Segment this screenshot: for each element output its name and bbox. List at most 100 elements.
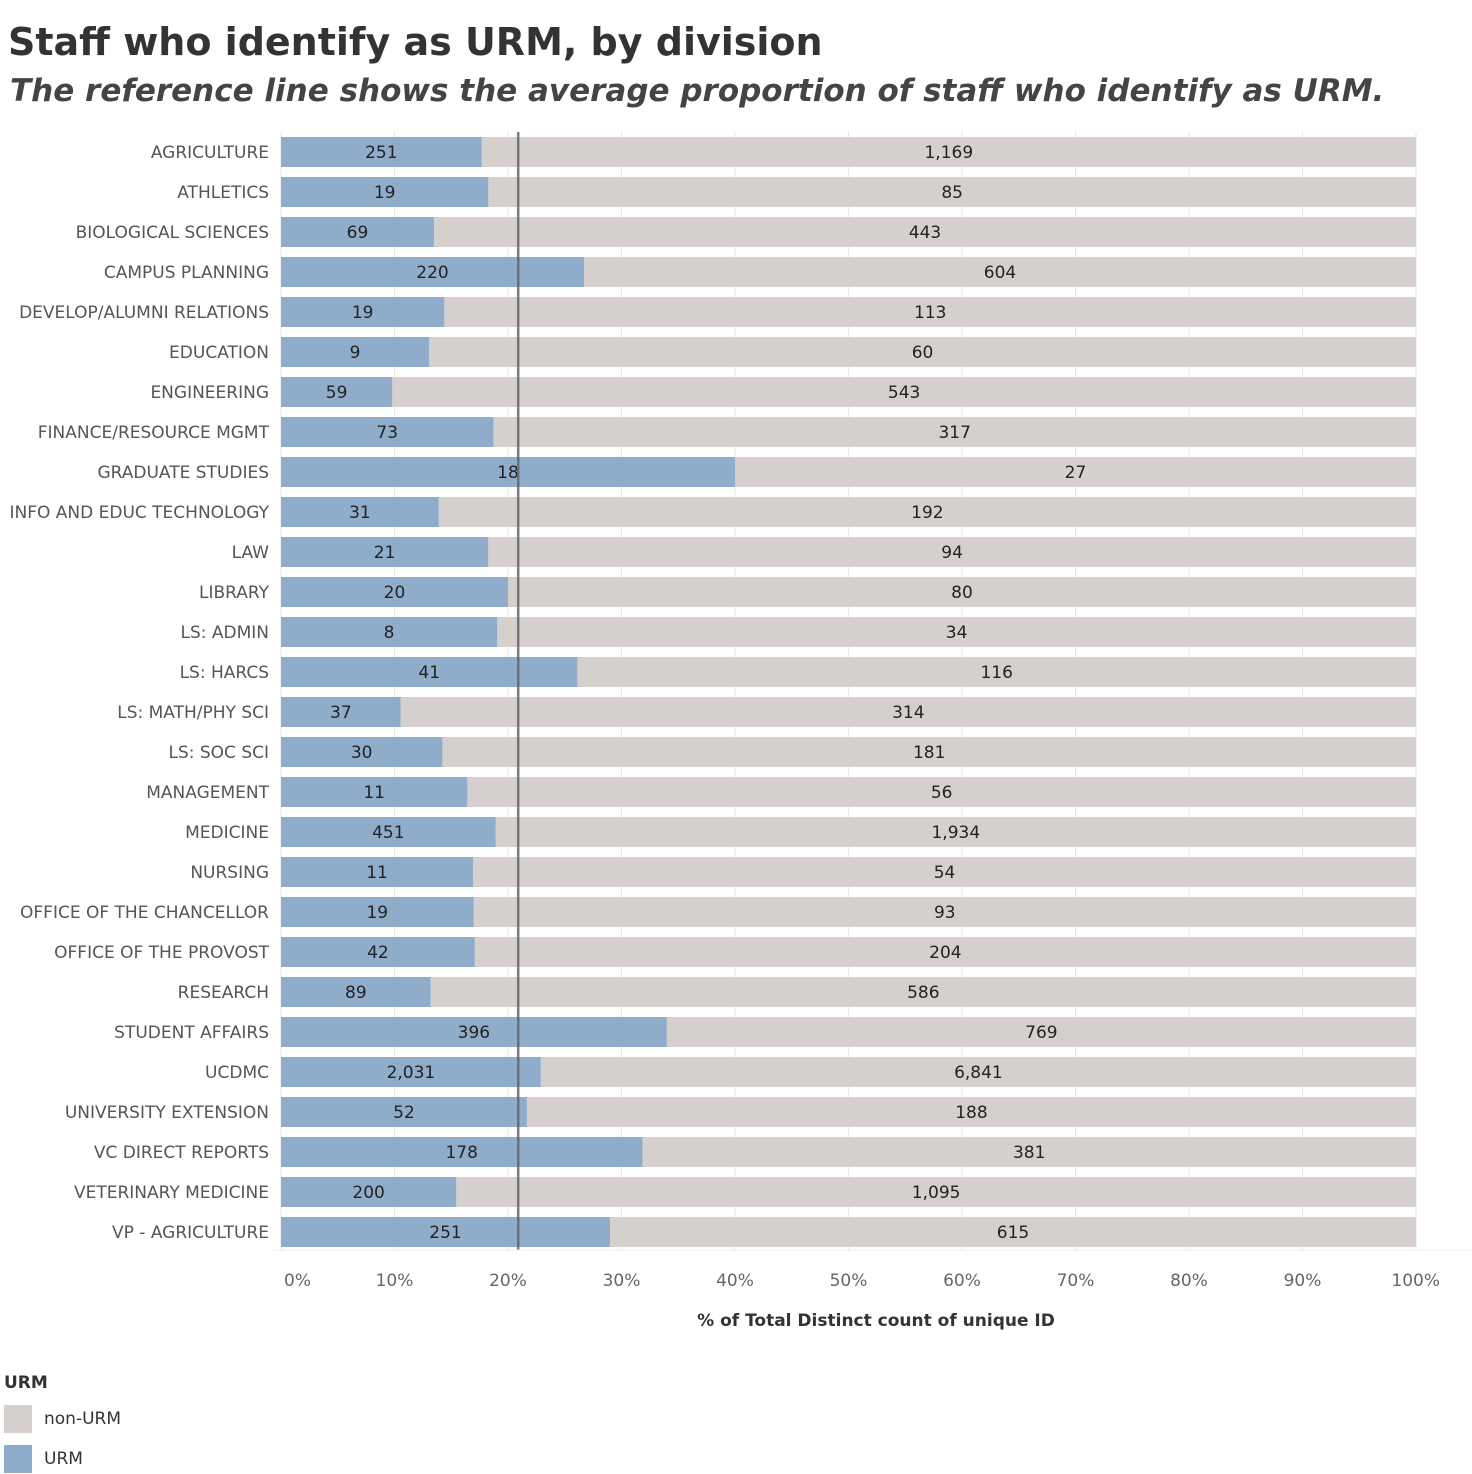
data-label-urm: 21	[374, 543, 396, 563]
bar-urm[interactable]	[281, 737, 443, 767]
bar-urm[interactable]	[281, 1177, 457, 1207]
category-label: UNIVERSITY EXTENSION	[65, 1103, 269, 1123]
legend-item-non-urm[interactable]: non-URM	[4, 1404, 121, 1434]
bar-urm[interactable]	[281, 457, 735, 487]
bar-non-urm[interactable]	[467, 777, 1417, 807]
category-label: CAMPUS PLANNING	[104, 263, 269, 283]
bar-non-urm[interactable]	[735, 457, 1416, 487]
bar-non-urm[interactable]	[430, 977, 1416, 1007]
data-label-non-urm: 94	[941, 543, 963, 563]
category-label: INFO AND EDUC TECHNOLOGY	[9, 503, 269, 523]
data-label-non-urm: 1,095	[912, 1183, 961, 1203]
data-label-urm: 251	[365, 143, 397, 163]
bar-urm[interactable]	[281, 697, 401, 727]
bar-non-urm[interactable]	[392, 377, 1416, 407]
data-label-urm: 18	[497, 463, 519, 483]
bar-non-urm[interactable]	[584, 257, 1416, 287]
bar-non-urm[interactable]	[473, 857, 1417, 887]
category-label: DEVELOP/ALUMNI RELATIONS	[19, 303, 269, 323]
bar-non-urm[interactable]	[526, 1097, 1416, 1127]
bar-urm[interactable]	[281, 777, 468, 807]
data-label-urm: 69	[347, 223, 369, 243]
x-tick-label: 80%	[1170, 1271, 1208, 1291]
bar-urm[interactable]	[281, 857, 474, 887]
data-label-non-urm: 56	[931, 783, 953, 803]
category-label: FINANCE/RESOURCE MGMT	[38, 423, 270, 443]
bar-non-urm[interactable]	[540, 1057, 1416, 1087]
bar-non-urm[interactable]	[577, 657, 1416, 687]
data-label-urm: 178	[445, 1143, 477, 1163]
bar-non-urm[interactable]	[493, 417, 1416, 447]
bar-non-urm[interactable]	[609, 1217, 1416, 1247]
category-label: VC DIRECT REPORTS	[94, 1143, 269, 1163]
category-label: ATHLETICS	[177, 183, 269, 203]
data-label-urm: 89	[345, 983, 367, 1003]
bar-non-urm[interactable]	[488, 537, 1416, 567]
bar-urm[interactable]	[281, 537, 489, 567]
bar-chart: AGRICULTURE 251 1,169 ATHLETICS 19 85 BIOLOGIC…	[9, 132, 1472, 1331]
bar-urm[interactable]	[281, 217, 434, 247]
bar-urm[interactable]	[281, 257, 585, 287]
legend-swatch-non-urm	[4, 1405, 32, 1433]
data-label-non-urm: 85	[941, 183, 963, 203]
bar-urm[interactable]	[281, 897, 474, 927]
bar-urm[interactable]	[281, 1217, 610, 1247]
bar-non-urm[interactable]	[429, 337, 1417, 367]
category-label: GRADUATE STUDIES	[97, 463, 269, 483]
bar-urm[interactable]	[281, 417, 494, 447]
bar-non-urm[interactable]	[438, 497, 1416, 527]
bar-urm[interactable]	[281, 657, 578, 687]
data-label-urm: 251	[429, 1223, 461, 1243]
data-label-urm: 8	[384, 623, 395, 643]
data-label-urm: 30	[351, 743, 373, 763]
data-label-non-urm: 204	[929, 943, 961, 963]
bar-urm[interactable]	[281, 817, 496, 847]
legend-swatch-urm	[4, 1445, 32, 1473]
category-label: NURSING	[190, 863, 269, 883]
bar-urm[interactable]	[281, 177, 489, 207]
bar-urm[interactable]	[281, 577, 508, 607]
bar-non-urm[interactable]	[400, 697, 1416, 727]
bar-non-urm[interactable]	[488, 177, 1416, 207]
data-label-non-urm: 443	[909, 223, 941, 243]
bar-non-urm[interactable]	[497, 617, 1416, 647]
data-label-urm: 2,031	[387, 1063, 436, 1083]
bar-non-urm[interactable]	[642, 1137, 1416, 1167]
x-axis: 0% 10% 20% 30% 40% 50% 60% 70% 80% 90% 100%	[271, 1249, 1472, 1291]
bar-urm[interactable]	[281, 977, 431, 1007]
bar-urm[interactable]	[281, 337, 430, 367]
bar-non-urm[interactable]	[474, 937, 1416, 967]
bar-non-urm[interactable]	[444, 297, 1416, 327]
legend: URM non-URM URM	[4, 1372, 121, 1474]
bar-non-urm[interactable]	[508, 577, 1416, 607]
bar-non-urm[interactable]	[433, 217, 1416, 247]
category-label: LS: ADMIN	[180, 623, 269, 643]
bar-urm[interactable]	[281, 617, 498, 647]
bar-non-urm[interactable]	[456, 1177, 1417, 1207]
bar-non-urm[interactable]	[473, 897, 1416, 927]
data-label-non-urm: 116	[980, 663, 1012, 683]
bar-urm[interactable]	[281, 377, 393, 407]
bar-urm[interactable]	[281, 1057, 541, 1087]
bar-non-urm[interactable]	[442, 737, 1417, 767]
x-tick-label: 60%	[943, 1271, 981, 1291]
category-label: MEDICINE	[185, 823, 269, 843]
bar-urm[interactable]	[281, 1017, 667, 1047]
category-label: EDUCATION	[169, 343, 269, 363]
x-tick-label: 100%	[1391, 1271, 1440, 1291]
bar-non-urm[interactable]	[481, 137, 1416, 167]
bar-urm[interactable]	[281, 1137, 643, 1167]
bar-urm[interactable]	[281, 137, 482, 167]
data-label-urm: 451	[372, 823, 404, 843]
bar-urm[interactable]	[281, 937, 475, 967]
bar-urm[interactable]	[281, 1097, 527, 1127]
bar-urm[interactable]	[281, 297, 445, 327]
legend-item-urm[interactable]: URM	[4, 1444, 121, 1474]
bar-non-urm[interactable]	[495, 817, 1416, 847]
data-label-non-urm: 93	[934, 903, 956, 923]
bar-non-urm[interactable]	[666, 1017, 1416, 1047]
bar-urm[interactable]	[281, 497, 439, 527]
legend-title: URM	[4, 1373, 48, 1393]
category-label: OFFICE OF THE PROVOST	[54, 943, 269, 963]
category-label: LS: MATH/PHY SCI	[117, 703, 269, 723]
